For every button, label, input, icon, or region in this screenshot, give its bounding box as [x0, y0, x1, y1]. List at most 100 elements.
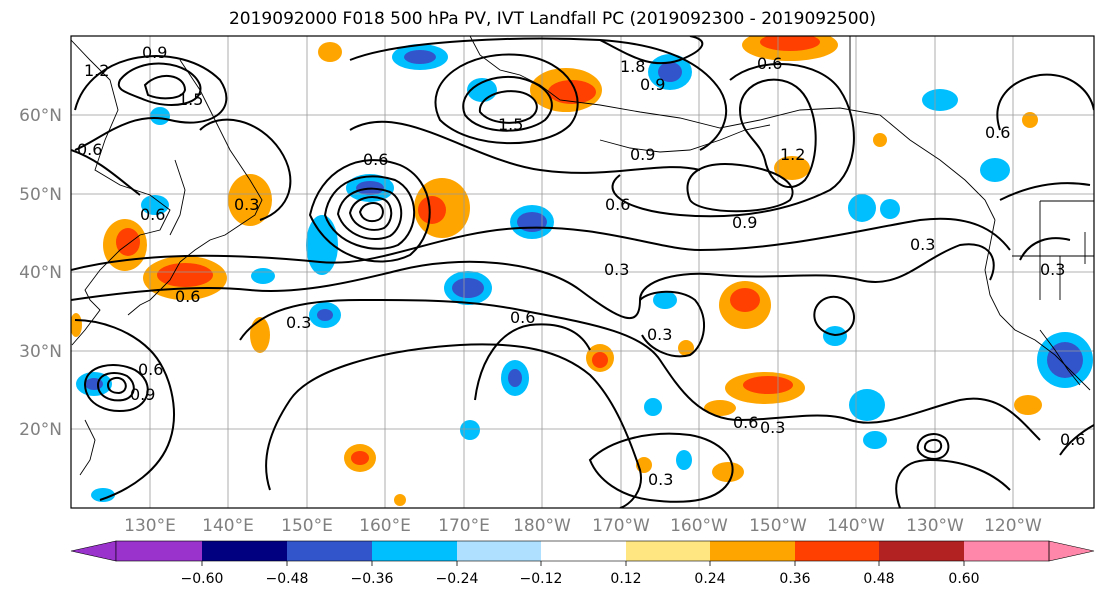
contour-line: [74, 55, 228, 151]
colorbar-tick-label: −0.36: [351, 571, 394, 587]
contour-line: [117, 62, 202, 106]
shade-negative: [653, 291, 677, 309]
shade-negative: [922, 89, 958, 111]
colorbar-outline: [115, 540, 1050, 562]
contour-line: [434, 53, 579, 145]
contour-line: [639, 290, 706, 358]
contour-line: [588, 432, 734, 503]
colorbar-swatch: [287, 541, 372, 561]
contour-label: 0.3: [647, 325, 672, 344]
coastline-sakhalin: [169, 159, 186, 236]
contour-label: 0.3: [286, 313, 311, 332]
shade-negative: [1047, 342, 1083, 378]
shade-positive: [394, 494, 406, 506]
shade-negative: [317, 309, 333, 321]
coastline-japan: [127, 261, 181, 316]
shade-positive: [157, 263, 213, 287]
contour-label: 0.3: [760, 418, 785, 437]
border-states: [1039, 201, 1086, 300]
lon-tick-label: 160°W: [670, 516, 728, 536]
shade-positive: [1022, 112, 1038, 128]
colorbar-tick-label: 0.60: [948, 571, 979, 587]
shade-positive: [730, 288, 760, 312]
contour-label: 0.6: [757, 54, 782, 73]
lon-tick-label: 150°W: [749, 516, 807, 536]
contour-line: [239, 298, 1041, 441]
contour-label: 0.3: [1040, 260, 1065, 279]
gridlines: [71, 36, 1094, 508]
shade-negative: [517, 212, 547, 232]
shade-negative: [658, 62, 682, 82]
shade-positive: [704, 400, 736, 416]
colorbar-tick-label: −0.60: [181, 571, 224, 587]
lat-tick-label: 50°N: [19, 185, 62, 205]
shade-positive: [250, 317, 270, 353]
contour-line: [996, 73, 1094, 131]
lon-tick-label: 140°E: [202, 516, 254, 536]
shading-layer: [71, 36, 1093, 506]
contour-label: 0.9: [640, 75, 665, 94]
contour-line: [265, 343, 642, 508]
contour-label: 0.9: [130, 385, 155, 404]
contour-label: 0.6: [138, 360, 163, 379]
shade-positive: [71, 313, 82, 337]
contour-label: 0.3: [648, 470, 673, 489]
contour-line: [358, 202, 384, 223]
shade-negative: [460, 420, 480, 440]
shade-positive: [116, 228, 140, 256]
colorbar-tick-label: −0.48: [266, 571, 309, 587]
lat-tick-label: 20°N: [19, 420, 62, 440]
contour-label: 0.6: [510, 308, 535, 327]
colorbar-extend-min: [70, 540, 117, 562]
shade-positive: [712, 462, 744, 482]
shade-positive: [774, 156, 810, 180]
coastline-alaska: [469, 36, 996, 221]
coastline-kamchatka: [179, 59, 263, 263]
contour-line: [1059, 424, 1094, 456]
contour-label: 0.9: [732, 213, 757, 232]
shade-negative: [404, 50, 436, 64]
contour-line: [143, 75, 187, 100]
contour-label: 1.2: [780, 145, 805, 164]
lon-tick-label: 160°E: [359, 516, 411, 536]
shade-negative: [508, 369, 522, 387]
contour-line: [71, 217, 1011, 271]
contour-line: [686, 163, 794, 213]
contour-line: [923, 438, 943, 454]
coastlines: [71, 36, 1094, 476]
shade-negative: [863, 431, 887, 449]
lon-axis: 130°E 140°E 150°E 160°E 170°E 180°W 170°…: [124, 516, 1042, 536]
colorbar-swatch: [116, 541, 202, 561]
contour-line: [478, 90, 538, 124]
shade-positive: [743, 376, 793, 394]
shade-positive: [592, 352, 608, 368]
lon-tick-label: 170°E: [438, 516, 490, 536]
contour-line: [71, 149, 141, 196]
lon-tick-label: 120°W: [984, 516, 1042, 536]
contour-label: 0.6: [1060, 430, 1085, 449]
lat-tick-label: 60°N: [19, 106, 62, 126]
contour-line: [323, 175, 416, 250]
contour-line: [106, 376, 127, 395]
contour-line: [895, 458, 1011, 508]
lat-tick-label: 40°N: [19, 263, 62, 283]
contour-line: [96, 372, 135, 402]
contour-label: 1.8: [620, 57, 645, 76]
lat-tick-label: 30°N: [19, 342, 62, 362]
colorbar-extend-max: [1048, 540, 1095, 562]
contour-line: [813, 295, 855, 337]
contour-line: [738, 78, 817, 189]
shade-positive: [760, 36, 820, 51]
lon-tick-label: 140°W: [827, 516, 885, 536]
shade-positive: [418, 196, 446, 224]
shade-negative: [251, 268, 275, 284]
colorbar-swatch: [964, 541, 1049, 561]
shade-positive: [351, 451, 369, 465]
shade-positive: [548, 80, 596, 104]
colorbar-swatch: [795, 541, 879, 561]
shade-positive: [318, 42, 342, 62]
colorbar-tick-label: 0.48: [863, 571, 894, 587]
colorbar-ticks: [201, 561, 965, 566]
contour-label: 0.6: [140, 205, 165, 224]
